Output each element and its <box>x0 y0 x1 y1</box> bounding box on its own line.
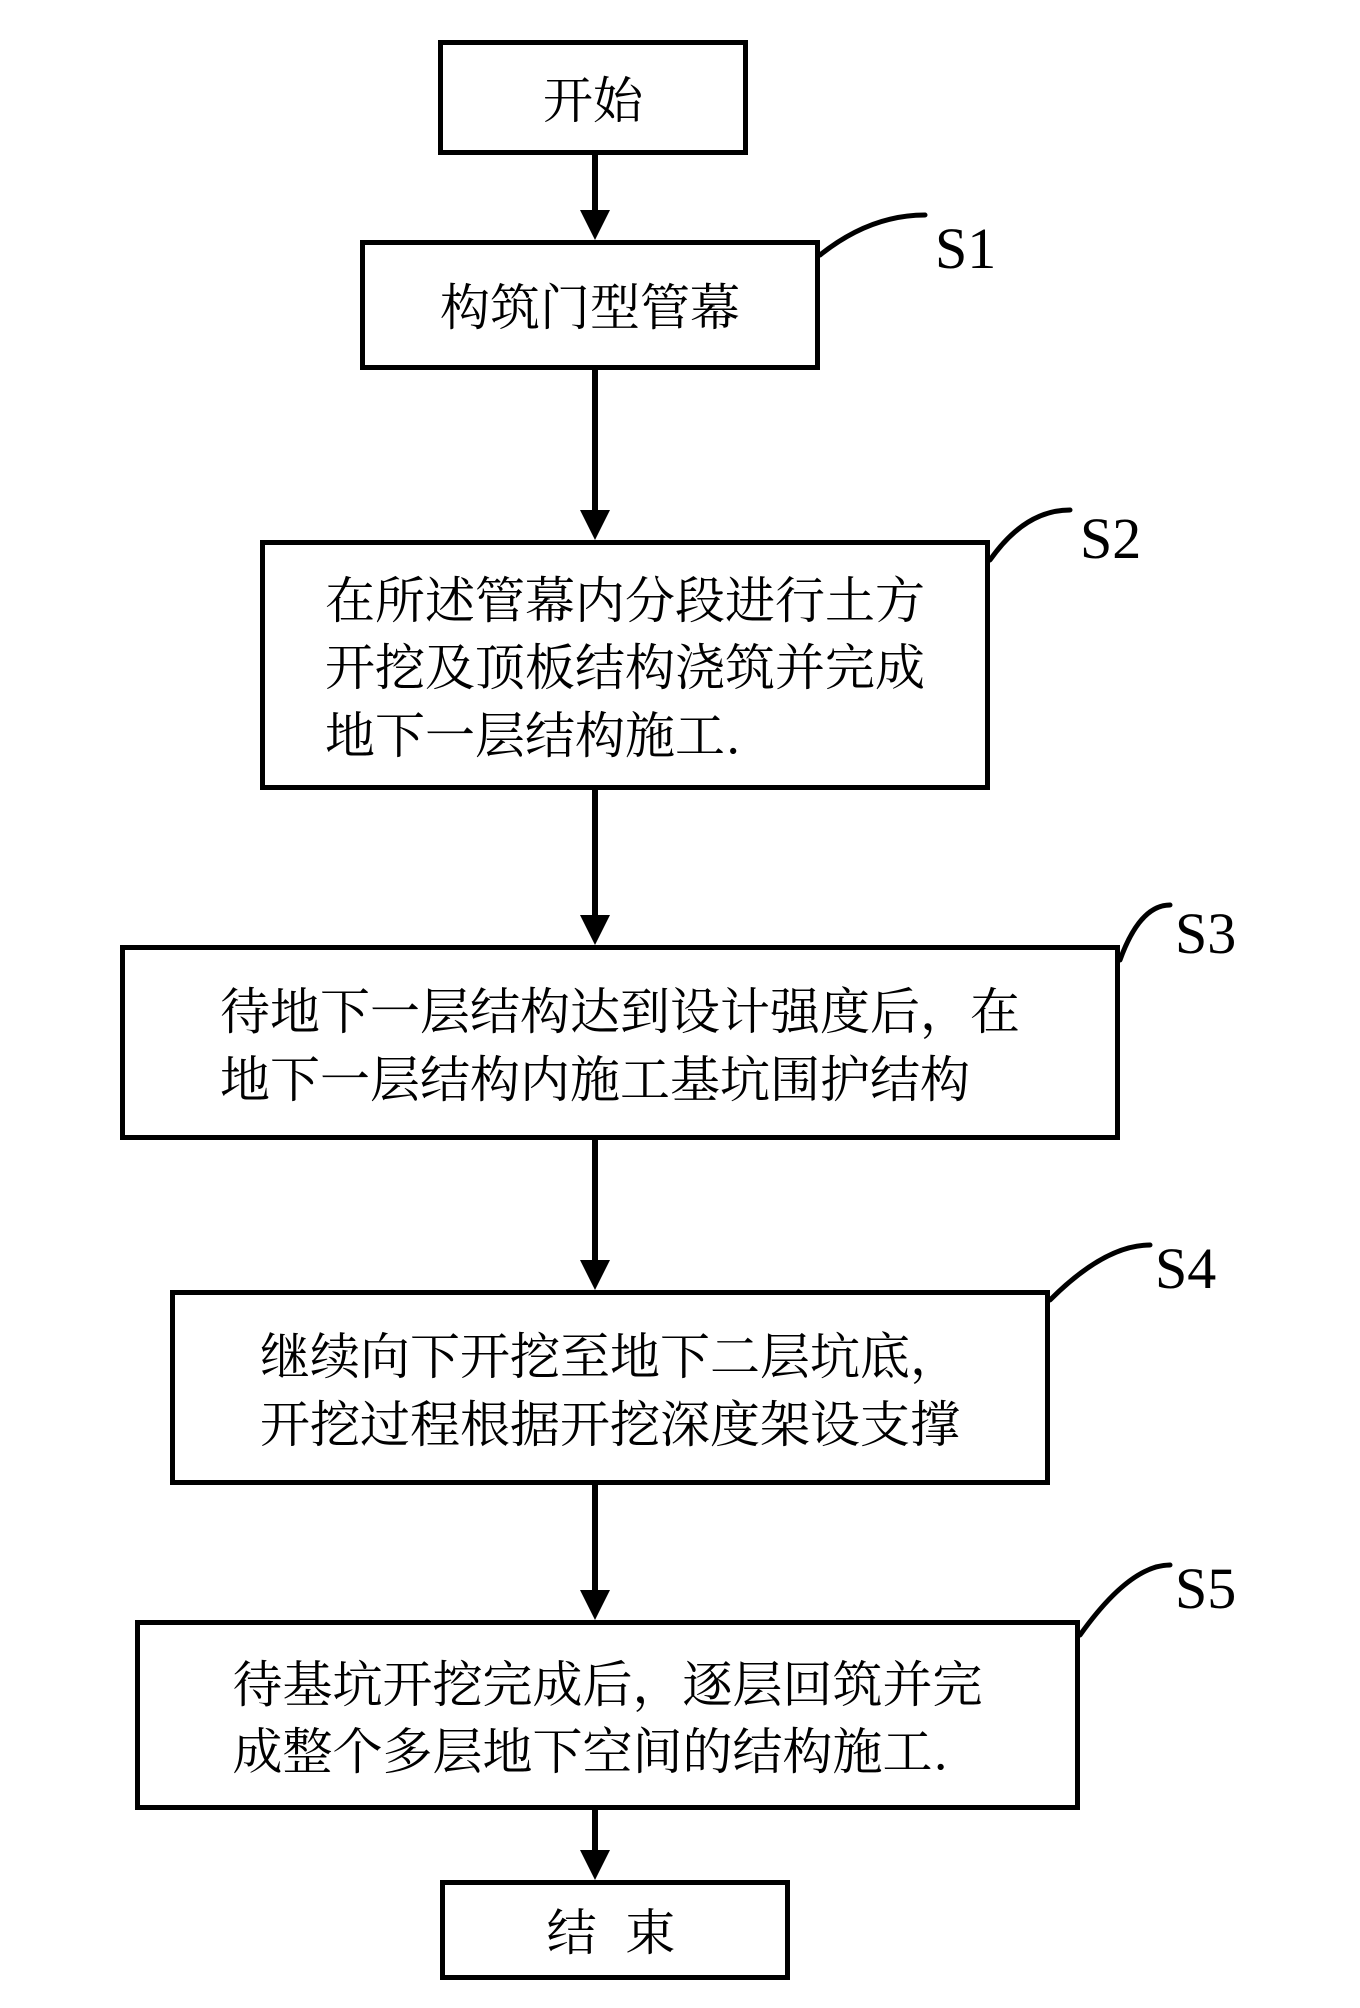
node-s2: 在所述管幕内分段进行土方 开挖及顶板结构浇筑并完成 地下一层结构施工. <box>260 540 990 790</box>
label-s1: S1 <box>935 215 996 282</box>
node-s3: 待地下一层结构达到设计强度后，在 地下一层结构内施工基坑围护结构 <box>120 945 1120 1140</box>
node-start-text: 开始 <box>543 64 643 132</box>
label-s4: S4 <box>1155 1235 1216 1302</box>
node-s4-text: 继续向下开挖至地下二层坑底， 开挖过程根据开挖深度架设支撑 <box>260 1320 960 1455</box>
node-s4: 继续向下开挖至地下二层坑底， 开挖过程根据开挖深度架设支撑 <box>170 1290 1050 1485</box>
node-end: 结 束 <box>440 1880 790 1980</box>
node-start: 开始 <box>438 40 748 155</box>
label-s3: S3 <box>1175 900 1236 967</box>
node-end-text: 结 束 <box>547 1896 684 1964</box>
node-s2-text: 在所述管幕内分段进行土方 开挖及顶板结构浇筑并完成 地下一层结构施工. <box>325 564 925 767</box>
node-s1-text: 构筑门型管幕 <box>440 271 740 339</box>
node-s5: 待基坑开挖完成后，逐层回筑并完 成整个多层地下空间的结构施工. <box>135 1620 1080 1810</box>
label-s5: S5 <box>1175 1555 1236 1622</box>
node-s1: 构筑门型管幕 <box>360 240 820 370</box>
node-s5-text: 待基坑开挖完成后，逐层回筑并完 成整个多层地下空间的结构施工. <box>233 1648 983 1783</box>
node-s3-text: 待地下一层结构达到设计强度后，在 地下一层结构内施工基坑围护结构 <box>220 975 1020 1110</box>
label-s2: S2 <box>1080 505 1141 572</box>
